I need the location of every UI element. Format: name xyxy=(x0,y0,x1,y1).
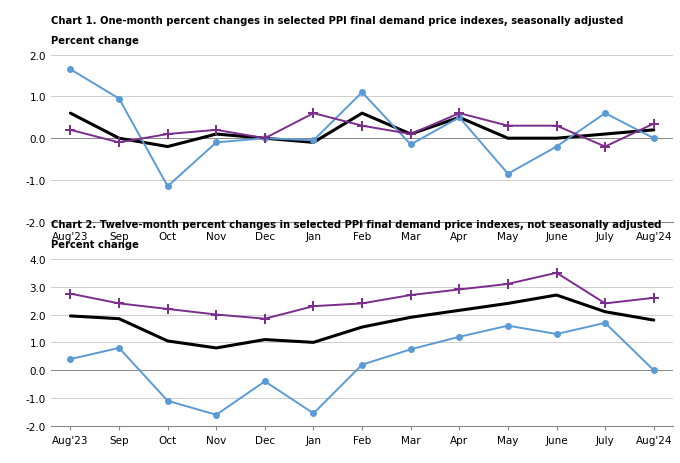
Text: Percent change: Percent change xyxy=(51,36,139,45)
Text: Chart 1. One-month percent changes in selected PPI final demand price indexes, s: Chart 1. One-month percent changes in se… xyxy=(51,16,624,25)
Legend: Final demand, Final demand goods, Final demand services: Final demand, Final demand goods, Final … xyxy=(158,257,566,276)
Legend: Final demand, Final demand goods, Final demand services: Final demand, Final demand goods, Final … xyxy=(158,461,566,463)
Text: Chart 2. Twelve-month percent changes in selected PPI final demand price indexes: Chart 2. Twelve-month percent changes in… xyxy=(51,219,662,229)
Text: Percent change: Percent change xyxy=(51,239,139,249)
